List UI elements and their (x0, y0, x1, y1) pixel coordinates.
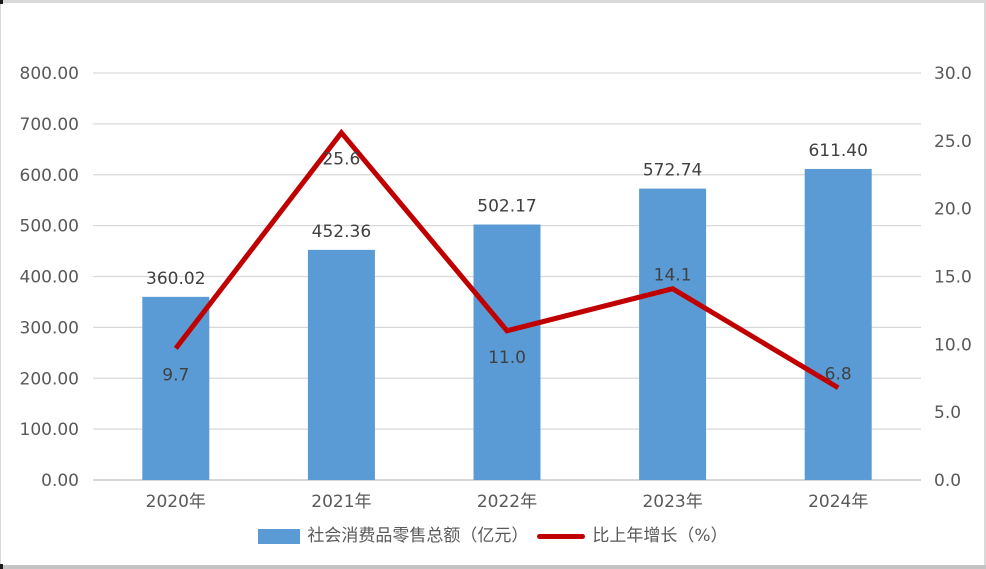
bar-series-swatch (258, 529, 301, 544)
bar-data-label: 572.74 (643, 161, 702, 181)
left-axis-tick-label: 800.00 (20, 64, 79, 84)
frame-border-left (0, 0, 1, 569)
x-axis-category-label: 2024年 (808, 492, 868, 512)
bar-data-label: 502.17 (477, 197, 536, 217)
x-axis-category-label: 2021年 (311, 492, 371, 512)
line-data-label: 14.1 (654, 266, 692, 286)
left-axis-tick-label: 300.00 (20, 318, 79, 338)
bar-2023年 (639, 188, 707, 480)
x-axis-category-label: 2022年 (477, 492, 537, 512)
right-axis-tick-label: 0.0 (934, 471, 961, 491)
right-axis-tick-label: 25.0 (934, 132, 972, 152)
line-data-label: 9.7 (162, 365, 189, 385)
frame-border-top (0, 0, 986, 3)
left-axis-tick-label: 200.00 (20, 369, 79, 389)
frame-border-right (984, 0, 986, 569)
left-axis-tick-label: 600.00 (20, 166, 79, 186)
line-data-label: 6.8 (825, 365, 852, 385)
left-axis-tick-label: 100.00 (20, 420, 79, 440)
right-axis-tick-label: 15.0 (934, 268, 972, 288)
bar-series-label: 社会消费品零售总额（亿元） (307, 526, 529, 546)
legend-item-bar: 社会消费品零售总额（亿元） (258, 527, 528, 546)
left-axis-tick-label: 500.00 (20, 217, 79, 237)
line-series-label: 比上年增长（%） (592, 526, 728, 546)
line-series-swatch (537, 534, 586, 539)
line-data-label: 11.0 (488, 348, 526, 368)
x-axis-category-label: 2023年 (642, 492, 702, 512)
legend: 社会消费品零售总额（亿元） 比上年增长（%） (0, 527, 986, 546)
bar-data-label: 360.02 (146, 269, 205, 289)
bar-data-label: 611.40 (808, 141, 867, 161)
left-axis-tick-label: 0.00 (41, 471, 79, 491)
bar-2020年 (142, 296, 210, 480)
frame-corner-mark (0, 0, 3, 4)
left-axis-tick-label: 700.00 (20, 115, 79, 135)
x-axis-category-label: 2020年 (146, 492, 206, 512)
growth-line (173, 128, 840, 390)
right-axis-tick-label: 10.0 (934, 335, 972, 355)
left-axis-tick-label: 400.00 (20, 268, 79, 288)
line-data-label: 25.6 (322, 150, 360, 170)
right-axis-tick-label: 20.0 (934, 200, 972, 220)
frame-border-bottom (0, 565, 986, 569)
bar-2024年 (804, 168, 872, 480)
frame-corner-mark (0, 564, 3, 569)
legend-item-line: 比上年增长（%） (537, 526, 728, 546)
bar-data-label: 452.36 (312, 222, 371, 242)
bar-2021年 (307, 249, 375, 480)
right-axis-tick-label: 30.0 (934, 64, 972, 84)
right-axis-tick-label: 5.0 (934, 403, 961, 423)
bar-2022年 (473, 224, 541, 480)
